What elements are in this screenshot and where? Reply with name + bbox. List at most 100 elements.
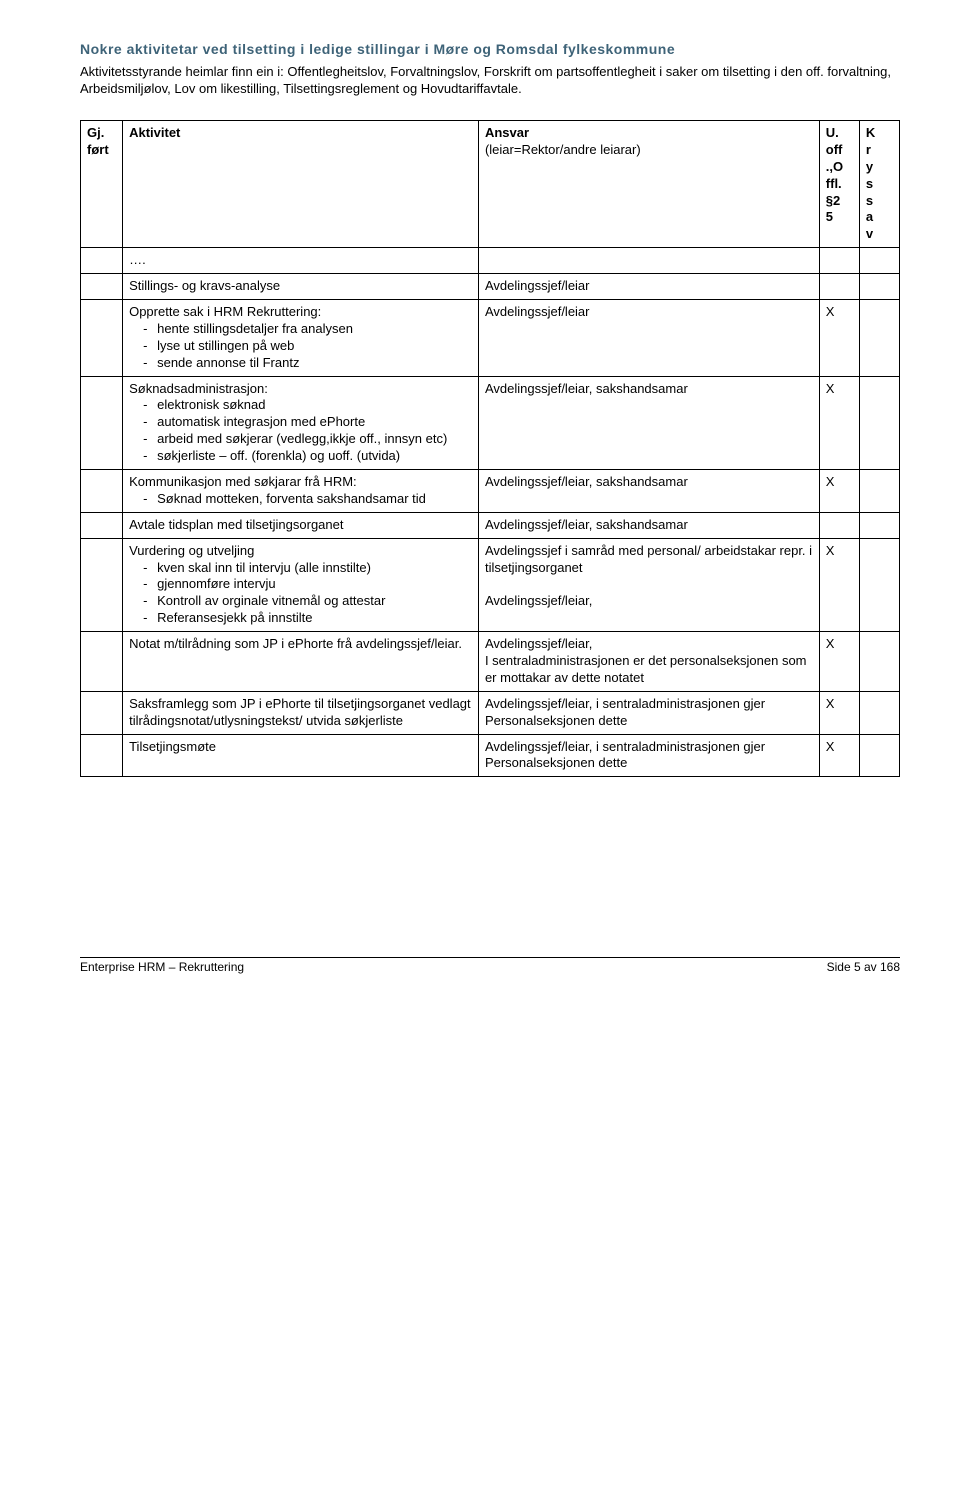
intro-text: Aktivitetsstyrande heimlar finn ein i: O… [80,63,900,98]
table-row: Vurdering og utveljingkven skal inn til … [81,538,900,631]
ansvar-line: Avdelingssjef i samråd med personal/ arb… [485,543,813,577]
cell-gjfort [81,248,123,274]
cell-kryss [859,538,899,631]
cell-uoff: X [819,632,859,692]
table-row: Tilsetjingsmøte Avdelingssjef/leiar, i se… [81,734,900,777]
ansvar-line: Avdelingssjef/leiar, [485,636,813,653]
cell-ansvar: Avdelingssjef i samråd med personal/ arb… [478,538,819,631]
cell-kryss [859,248,899,274]
ansvar-line: Avdelingssjef/leiar, i sentraladministra… [485,739,813,773]
activity-lead: Søknadsadministrasjon: [129,381,472,398]
activity-items: kven skal inn til intervju (alle innstil… [129,560,472,628]
table-row: Avtale tidsplan med tilsetjingsorganet Av… [81,512,900,538]
cell-uoff [819,248,859,274]
table-row: Saksframlegg som JP i ePhorte til tilset… [81,691,900,734]
cell-kryss [859,632,899,692]
cell-uoff: X [819,470,859,513]
cell-gjfort [81,691,123,734]
ansvar-line: Avdelingssjef/leiar, [485,593,813,610]
cell-activity: Notat m/tilrådning som JP i ePhorte frå … [123,632,479,692]
cell-kryss [859,512,899,538]
activity-items: Søknad motteken, forventa sakshandsamar … [129,491,472,508]
list-item: sende annonse til Frantz [157,355,472,372]
cell-activity: Søknadsadministrasjon:elektronisk søknad… [123,376,479,469]
table-header-row: Gj. ført Aktivitet Ansvar (leiar=Rektor/… [81,120,900,247]
header-text: .,O [826,159,853,176]
cell-activity: Saksframlegg som JP i ePhorte til tilset… [123,691,479,734]
cell-gjfort [81,274,123,300]
table-row: Søknadsadministrasjon:elektronisk søknad… [81,376,900,469]
cell-ansvar: Avdelingssjef/leiar, sakshandsamar [478,470,819,513]
cell-uoff: X [819,691,859,734]
cell-gjfort [81,300,123,377]
cell-kryss [859,691,899,734]
ansvar-line: I sentraladministrasjonen er det persona… [485,653,813,687]
cell-ansvar: Avdelingssjef/leiar,I sentraladministras… [478,632,819,692]
cell-uoff: X [819,300,859,377]
cell-uoff: X [819,376,859,469]
cell-gjfort [81,376,123,469]
cell-ansvar: Avdelingssjef/leiar, sakshandsamar [478,376,819,469]
cell-ansvar: Avdelingssjef/leiar [478,274,819,300]
cell-uoff: X [819,734,859,777]
list-item: elektronisk søknad [157,397,472,414]
header-uoff: U. off .,O ffl. §2 5 [819,120,859,247]
cell-uoff [819,512,859,538]
activity-text: Saksframlegg som JP i ePhorte til tilset… [129,696,472,730]
activity-text: Stillings- og kravs-analyse [129,278,472,295]
header-text: r [866,142,893,159]
header-text: §2 [826,193,853,210]
table-row: Opprette sak i HRM Rekruttering:hente st… [81,300,900,377]
cell-activity: Avtale tidsplan med tilsetjingsorganet [123,512,479,538]
cell-kryss [859,300,899,377]
list-item: hente stillingsdetaljer fra analysen [157,321,472,338]
header-text: off [826,142,853,159]
cell-ansvar: Avdelingssjef/leiar [478,300,819,377]
header-text: s [866,193,893,210]
activity-lead: Vurdering og utveljing [129,543,472,560]
cell-gjfort [81,734,123,777]
activity-items: hente stillingsdetaljer fra analysenlyse… [129,321,472,372]
list-item: automatisk integrasjon med ePhorte [157,414,472,431]
cell-kryss [859,734,899,777]
cell-kryss [859,470,899,513]
activity-text: Notat m/tilrådning som JP i ePhorte frå … [129,636,472,653]
header-kryss: K r y s s a v [859,120,899,247]
header-text: ført [87,142,109,157]
list-item: arbeid med søkjerar (vedlegg,ikkje off.,… [157,431,472,448]
header-text: K [866,125,893,142]
header-text: a [866,209,893,226]
cell-gjfort [81,538,123,631]
list-item: kven skal inn til intervju (alle innstil… [157,560,472,577]
activity-text: Tilsetjingsmøte [129,739,472,756]
header-text: Ansvar [485,125,529,140]
cell-activity: Opprette sak i HRM Rekruttering:hente st… [123,300,479,377]
ansvar-line [485,576,813,593]
header-text: (leiar=Rektor/andre leiarar) [485,142,641,157]
cell-activity: Tilsetjingsmøte [123,734,479,777]
cell-gjfort [81,470,123,513]
table-row: …. [81,248,900,274]
page-footer: Enterprise HRM – Rekruttering Side 5 av … [80,957,900,974]
page-title: Nokre aktivitetar ved tilsetting i ledig… [80,40,900,59]
cell-kryss [859,376,899,469]
cell-uoff [819,274,859,300]
table-row: Stillings- og kravs-analyse Avdelingssjef… [81,274,900,300]
activity-lead: Kommunikasjon med søkjarar frå HRM: [129,474,472,491]
table-row: Notat m/tilrådning som JP i ePhorte frå … [81,632,900,692]
footer-left: Enterprise HRM – Rekruttering [80,960,244,974]
list-item: søkjerliste – off. (forenkla) og uoff. (… [157,448,472,465]
header-text: ffl. [826,176,853,193]
cell-kryss [859,274,899,300]
header-text: s [866,176,893,193]
ansvar-line: Avdelingssjef/leiar, i sentraladministra… [485,696,813,730]
cell-ansvar: Avdelingssjef/leiar, i sentraladministra… [478,691,819,734]
activity-text: Avtale tidsplan med tilsetjingsorganet [129,517,472,534]
cell-gjfort [81,632,123,692]
cell-activity: Kommunikasjon med søkjarar frå HRM:Søkna… [123,470,479,513]
activity-items: elektronisk søknadautomatisk integrasjon… [129,397,472,465]
list-item: Kontroll av orginale vitnemål og attesta… [157,593,472,610]
header-aktivitet: Aktivitet [123,120,479,247]
footer-right: Side 5 av 168 [827,960,900,974]
cell-ansvar: Avdelingssjef/leiar, sakshandsamar [478,512,819,538]
